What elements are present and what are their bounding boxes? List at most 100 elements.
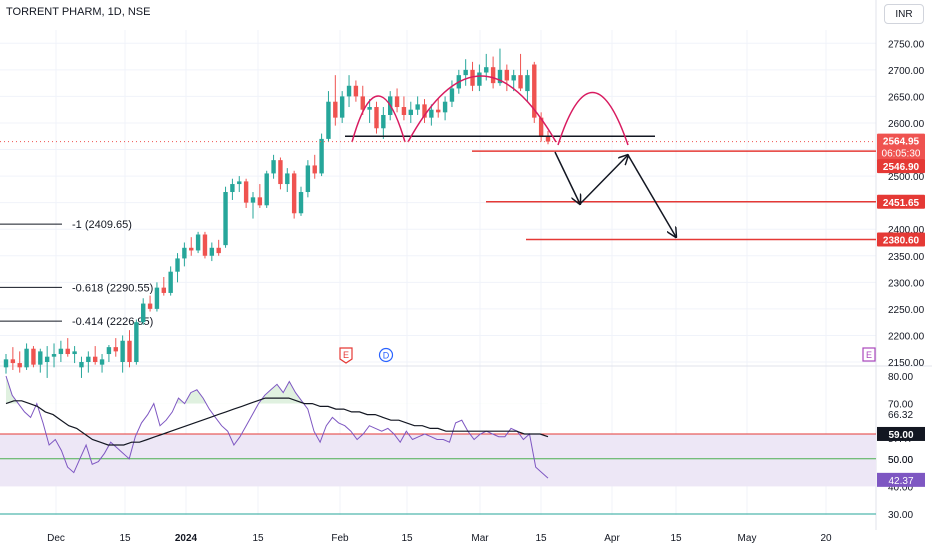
candle-51 — [353, 80, 359, 102]
candle-body — [394, 96, 400, 108]
candle-50 — [346, 75, 352, 108]
candle-73 — [504, 64, 510, 92]
candle-body — [538, 117, 544, 137]
svg-text:2380.60: 2380.60 — [883, 236, 920, 247]
svg-text:E: E — [866, 350, 872, 360]
price-tick-0: 2150.00 — [888, 358, 925, 369]
candle-30 — [209, 242, 215, 262]
candle-1 — [10, 347, 16, 370]
candle-47 — [326, 91, 331, 142]
candle-body — [429, 109, 434, 118]
candle-body — [298, 192, 304, 214]
rsi-tick-3: 50.00 — [888, 455, 913, 466]
candle-74 — [511, 69, 516, 92]
candle-body — [401, 107, 407, 115]
price-tick-2: 2250.00 — [888, 305, 925, 316]
candle-0 — [3, 354, 9, 374]
candle-body — [147, 303, 153, 309]
candle-18 — [127, 330, 132, 368]
svg-text:06:05:30: 06:05:30 — [882, 149, 921, 160]
candle-16 — [113, 338, 118, 357]
svg-text:2564.95: 2564.95 — [883, 137, 920, 148]
svg-text:42.37: 42.37 — [888, 476, 913, 487]
candle-2 — [17, 351, 22, 373]
candle-body — [326, 101, 331, 139]
candle-body — [189, 247, 194, 251]
candle-body — [257, 197, 263, 206]
candle-body — [367, 107, 372, 110]
candle-23 — [161, 277, 166, 296]
target-tag-2: 2380.60 — [877, 232, 925, 247]
candle-64 — [442, 96, 448, 121]
candle-body — [182, 247, 187, 259]
candle-42 — [291, 170, 297, 219]
candle-body — [141, 303, 146, 323]
candle-6 — [44, 346, 50, 378]
candle-53 — [367, 99, 372, 123]
price-tick-1: 2200.00 — [888, 331, 925, 342]
candle-body — [477, 72, 482, 86]
currency-button[interactable]: INR — [884, 4, 924, 24]
candle-19 — [134, 319, 139, 365]
candle-14 — [99, 354, 105, 373]
candle-46 — [319, 133, 324, 177]
price-tick-9: 2600.00 — [888, 119, 925, 130]
candle-body — [484, 67, 489, 73]
current-price-tag: 2564.95 — [877, 133, 925, 148]
target-tag-1: 2451.65 — [877, 194, 925, 209]
candle-body — [264, 173, 269, 206]
arrow-down-2 — [627, 154, 676, 237]
candle-60 — [415, 96, 420, 115]
rsi-mid-label: 50.00 — [888, 455, 913, 466]
candle-20 — [141, 298, 146, 325]
candle-38 — [264, 170, 269, 208]
candle-body — [175, 258, 180, 272]
candle-44 — [305, 160, 311, 198]
candle-body — [127, 340, 132, 362]
candle-body — [271, 160, 276, 174]
candle-21 — [147, 295, 153, 312]
candle-body — [415, 104, 420, 110]
rsi-tick-1: 70.00 — [888, 400, 913, 411]
fib-label-1: -0.618 (2290.55) — [72, 282, 153, 294]
candle-45 — [312, 154, 317, 179]
candle-57 — [394, 88, 400, 113]
rsi-line — [5, 375, 549, 479]
target-tag-0: 2546.90 — [877, 159, 925, 174]
candle-62 — [429, 104, 434, 126]
upcoming-earnings-marker: E — [862, 347, 876, 362]
time-tick-7: 15 — [535, 533, 547, 544]
candle-3 — [24, 343, 29, 370]
candle-12 — [86, 351, 91, 373]
svg-text:2451.65: 2451.65 — [883, 198, 920, 209]
candle-4 — [31, 346, 36, 368]
candle-36 — [250, 192, 256, 219]
candle-40 — [278, 157, 283, 190]
candle-body — [72, 351, 77, 355]
fib-label-2: -0.414 (2226.95) — [72, 316, 153, 328]
candle-body — [470, 69, 475, 86]
candle-11 — [79, 356, 84, 378]
candle-10 — [72, 346, 77, 364]
candle-body — [278, 160, 283, 185]
candle-22 — [154, 282, 160, 312]
candle-body — [319, 138, 324, 174]
rsi-reference-tag: 59.00 — [877, 426, 925, 441]
candle-body — [58, 348, 64, 355]
candle-body — [79, 362, 84, 368]
rsi-ma-line — [5, 397, 549, 446]
candle-63 — [436, 99, 441, 118]
candle-75 — [518, 53, 523, 92]
candle-48 — [333, 75, 338, 126]
candle-body — [305, 165, 311, 193]
candle-59 — [408, 101, 413, 123]
candle-32 — [223, 186, 228, 248]
rsi-last-value-tag: 42.37 — [877, 472, 925, 487]
candle-58 — [401, 96, 407, 121]
rsi-band — [0, 433, 876, 487]
price-tick-11: 2700.00 — [888, 66, 925, 77]
candle-body — [99, 359, 105, 365]
